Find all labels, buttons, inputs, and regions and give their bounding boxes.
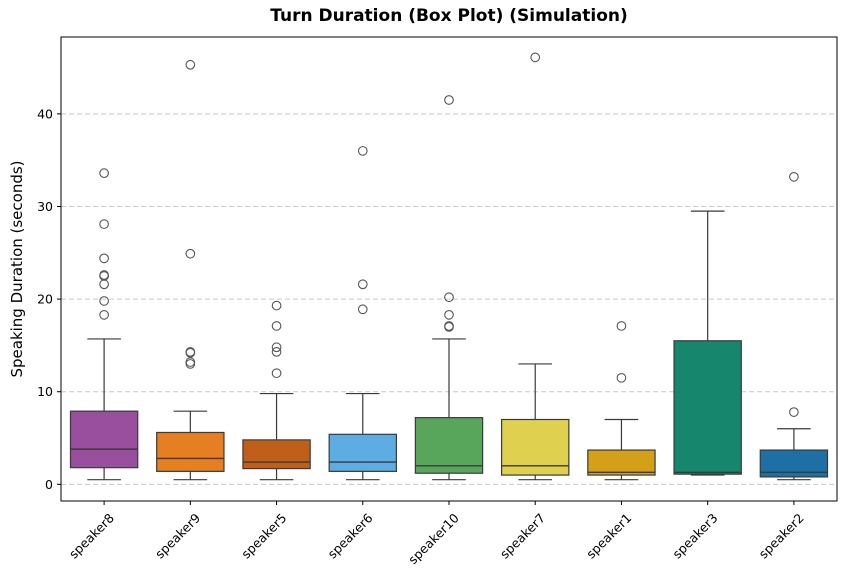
- box-speaker9: [156, 59, 225, 481]
- x-tick-label: speaker1: [583, 510, 634, 561]
- box-iqr: [242, 439, 311, 470]
- box-iqr: [587, 449, 656, 476]
- x-axis-ticks: speaker8 speaker9 speaker5 speaker6 speaker1…: [66, 501, 807, 567]
- x-tick-label: speaker10: [405, 510, 462, 567]
- outlier-point: [99, 253, 109, 264]
- outlier-point: [271, 347, 282, 357]
- outlier-point: [444, 292, 454, 303]
- box-speaker1: [587, 321, 656, 481]
- outlier-point: [444, 309, 454, 320]
- outlier-point: [185, 359, 196, 369]
- box-speaker2: [759, 171, 829, 481]
- x-tick-label: speaker7: [497, 510, 548, 561]
- box-speaker10: [414, 95, 484, 481]
- outlier-point: [99, 309, 109, 320]
- outlier-point: [99, 296, 109, 306]
- outlier-point: [185, 357, 196, 367]
- outlier-point: [271, 321, 282, 331]
- outlier-point: [357, 279, 368, 290]
- box-iqr: [328, 433, 398, 472]
- outlier-point: [99, 219, 109, 229]
- x-tick-label: speaker3: [669, 510, 720, 561]
- outlier-point: [271, 368, 282, 379]
- outlier-point: [185, 347, 196, 357]
- boxes: [69, 52, 829, 481]
- outlier-point: [789, 171, 799, 182]
- chart-title: Turn Duration (Box Plot) (Simulation): [270, 6, 628, 26]
- outlier-point: [789, 407, 799, 417]
- x-tick-label: speaker2: [756, 510, 807, 561]
- x-tick-label: speaker9: [152, 510, 203, 561]
- x-tick-label: speaker6: [325, 510, 376, 561]
- y-tick-label: 30: [37, 199, 53, 214]
- outlier-point: [185, 248, 196, 259]
- outlier-point: [185, 59, 196, 70]
- outlier-point: [530, 52, 541, 63]
- box-iqr: [673, 340, 742, 475]
- y-axis-label: Speaking Duration (seconds): [8, 160, 26, 377]
- box-speaker5: [242, 300, 311, 481]
- grid-lines: [61, 113, 837, 485]
- outlier-point: [99, 270, 109, 280]
- outlier-point: [271, 342, 282, 353]
- box-iqr: [69, 410, 139, 469]
- box-speaker7: [500, 52, 570, 481]
- box-speaker3: [673, 210, 742, 476]
- y-tick-label: 20: [37, 292, 53, 307]
- outlier-point: [444, 95, 454, 105]
- outlier-point: [357, 304, 368, 315]
- box-speaker6: [328, 146, 398, 481]
- box-iqr: [156, 431, 225, 472]
- outlier-point: [99, 279, 109, 290]
- x-tick-label: speaker8: [66, 510, 117, 561]
- outlier-point: [99, 168, 109, 178]
- y-tick-label: 10: [37, 384, 53, 399]
- outlier-point: [357, 146, 368, 156]
- y-tick-label: 0: [45, 477, 53, 492]
- box-iqr: [414, 417, 484, 474]
- box-speaker8: [69, 168, 139, 481]
- outlier-point: [444, 321, 454, 331]
- x-tick-label: speaker5: [238, 510, 289, 561]
- outlier-point: [616, 321, 627, 331]
- outlier-point: [271, 300, 282, 311]
- y-axis-ticks: 0 10 20 30 40: [37, 106, 61, 492]
- box-iqr: [500, 418, 570, 476]
- y-tick-label: 40: [37, 106, 53, 121]
- outlier-point: [616, 372, 627, 383]
